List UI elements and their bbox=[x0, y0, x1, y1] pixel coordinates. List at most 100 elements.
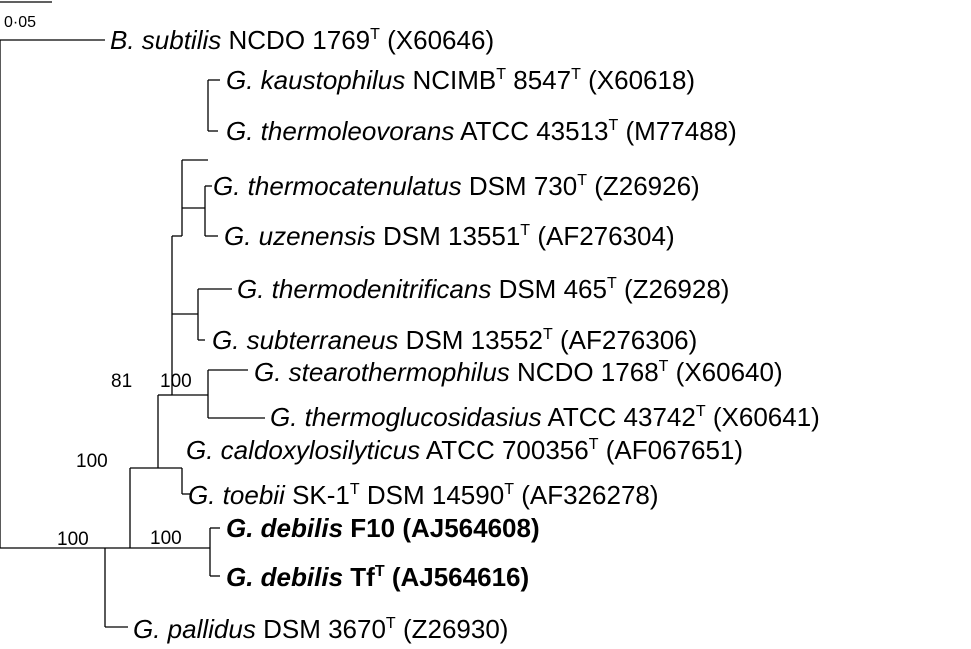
taxon-strain: NCDO 1768 bbox=[517, 357, 659, 387]
taxon-accession: (AJ564616) bbox=[392, 562, 529, 592]
spacer bbox=[553, 325, 560, 355]
taxon-genus: G. uzenensis bbox=[224, 221, 376, 251]
spacer bbox=[376, 221, 383, 251]
taxon-label: G. uzenensis DSM 13551T (AF276304) bbox=[224, 221, 675, 251]
spacer bbox=[491, 274, 498, 304]
tree-branches bbox=[0, 39, 265, 628]
spacer bbox=[395, 513, 402, 543]
spacer bbox=[510, 357, 517, 387]
taxon-genus: G. toebii bbox=[188, 480, 286, 510]
taxon-strain: DSM 13551 bbox=[383, 221, 520, 251]
taxon-strain: DSM 730 bbox=[469, 171, 577, 201]
taxon-genus: G. thermoleovorans bbox=[226, 116, 454, 146]
type-marker: T bbox=[696, 403, 706, 420]
scale-bar-label: 0·05 bbox=[4, 14, 36, 31]
type-marker: T bbox=[496, 66, 506, 83]
taxon-accession: (AJ564608) bbox=[402, 513, 539, 543]
bootstrap-value: 100 bbox=[76, 451, 108, 472]
taxon-strain: ATCC 43742 bbox=[547, 402, 695, 432]
type-marker: T bbox=[577, 172, 587, 189]
bootstrap-value: 100 bbox=[57, 529, 89, 550]
taxon-genus: G. thermodenitrificans bbox=[237, 274, 491, 304]
taxon-genus: G. pallidus bbox=[133, 614, 256, 644]
taxon-label: G. thermoleovorans ATCC 43513T (M77488) bbox=[226, 116, 737, 146]
taxon-genus: B. subtilis bbox=[110, 25, 221, 55]
bootstrap-value: 100 bbox=[160, 371, 192, 392]
taxon-genus: G. debilis bbox=[226, 513, 343, 543]
type-marker: T bbox=[375, 563, 385, 580]
taxon-label: G. debilis TfT (AJ564616) bbox=[226, 562, 529, 592]
taxon-accession: (M77488) bbox=[626, 116, 737, 146]
taxon-accession: (X60646) bbox=[387, 25, 494, 55]
spacer bbox=[256, 614, 263, 644]
type-marker: T bbox=[659, 358, 669, 375]
spacer bbox=[514, 480, 521, 510]
taxon-strain: DSM 465 bbox=[499, 274, 607, 304]
taxon-accession: (Z26926) bbox=[594, 171, 700, 201]
taxon-label: G. kaustophilus NCIMBT 8547T (X60618) bbox=[226, 65, 695, 95]
spacer bbox=[405, 65, 412, 95]
type-marker: T bbox=[370, 26, 380, 43]
type-marker: T bbox=[504, 481, 514, 498]
taxon-accession: (AF276304) bbox=[537, 221, 674, 251]
spacer bbox=[530, 221, 537, 251]
type-marker: T bbox=[589, 436, 599, 453]
taxon-strain: DSM 3670 bbox=[263, 614, 386, 644]
taxon-genus: G. stearothermophilus bbox=[254, 357, 510, 387]
type-marker: T bbox=[386, 615, 396, 632]
taxon-accession: (AF276306) bbox=[560, 325, 697, 355]
bootstrap-value: 100 bbox=[150, 528, 182, 549]
taxon-genus: G. thermoglucosidasius bbox=[270, 402, 542, 432]
spacer bbox=[285, 480, 292, 510]
taxon-accession: (Z26928) bbox=[624, 274, 730, 304]
type-marker: T bbox=[607, 275, 617, 292]
taxon-accession: (AF326278) bbox=[521, 480, 658, 510]
spacer bbox=[668, 357, 675, 387]
spacer bbox=[360, 480, 367, 510]
taxon-strain: DSM 13552 bbox=[406, 325, 543, 355]
taxon-strain: NCDO 1769 bbox=[229, 25, 371, 55]
taxon-accession: (AF067651) bbox=[606, 435, 743, 465]
taxon-label: G. debilis F10 (AJ564608) bbox=[226, 513, 540, 543]
taxon-strain: F10 bbox=[350, 513, 395, 543]
taxon-genus: G. subterraneus bbox=[212, 325, 398, 355]
spacer bbox=[221, 25, 228, 55]
type-marker: T bbox=[609, 117, 619, 134]
spacer bbox=[462, 171, 469, 201]
taxon-label: G. subterraneus DSM 13552T (AF276306) bbox=[212, 325, 697, 355]
taxon-genus: G. debilis bbox=[226, 562, 343, 592]
bootstrap-value: 81 bbox=[111, 371, 132, 392]
taxon-label: G. caldoxylosilyticus ATCC 700356T (AF06… bbox=[186, 435, 743, 465]
spacer bbox=[385, 562, 392, 592]
taxon-label: G. stearothermophilus NCDO 1768T (X60640… bbox=[254, 357, 783, 387]
type-marker: T bbox=[543, 326, 553, 343]
spacer bbox=[396, 614, 403, 644]
taxon-strain-2: DSM 14590 bbox=[367, 480, 504, 510]
taxon-label: G. thermoglucosidasius ATCC 43742T (X606… bbox=[270, 402, 820, 432]
taxon-strain: SK-1 bbox=[292, 480, 350, 510]
type-marker: T bbox=[350, 481, 360, 498]
spacer bbox=[581, 65, 588, 95]
taxon-genus: G. thermocatenulatus bbox=[213, 171, 462, 201]
spacer bbox=[398, 325, 405, 355]
taxon-label: B. subtilis NCDO 1769T (X60646) bbox=[110, 25, 494, 55]
spacer bbox=[343, 562, 350, 592]
taxon-accession: (X60640) bbox=[676, 357, 783, 387]
taxon-strain-2: 8547 bbox=[513, 65, 571, 95]
spacer bbox=[599, 435, 606, 465]
taxon-accession: (Z26930) bbox=[403, 614, 509, 644]
taxon-label: G. pallidus DSM 3670T (Z26930) bbox=[133, 614, 508, 644]
bootstrap-values: 81 100 100 100 100 bbox=[57, 371, 192, 550]
taxon-label: G. thermodenitrificans DSM 465T (Z26928) bbox=[237, 274, 729, 304]
type-marker: T bbox=[520, 222, 530, 239]
spacer bbox=[343, 513, 350, 543]
taxon-label: G. thermocatenulatus DSM 730T (Z26926) bbox=[213, 171, 700, 201]
taxon-strain: ATCC 43513 bbox=[460, 116, 608, 146]
spacer bbox=[706, 402, 713, 432]
taxon-strain: ATCC 700356 bbox=[426, 435, 589, 465]
spacer bbox=[380, 25, 387, 55]
spacer bbox=[618, 116, 625, 146]
taxon-genus: G. caldoxylosilyticus bbox=[186, 435, 420, 465]
taxon-strain: Tf bbox=[350, 562, 375, 592]
